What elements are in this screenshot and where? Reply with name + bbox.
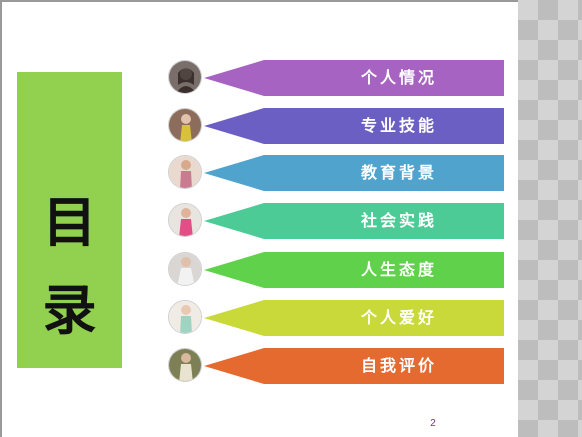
menu-item-label: 个人爱好 [360, 308, 437, 327]
menu-item-3[interactable]: 社会实践 [168, 203, 504, 239]
menu-item-2[interactable]: 教育背景 [168, 155, 504, 191]
menu-item-label: 社会实践 [360, 211, 437, 230]
profile-photo-icon [168, 155, 202, 189]
menu-item-banner: 个人情况 [204, 60, 504, 96]
profile-photo-icon [168, 300, 202, 334]
menu-item-label: 教育背景 [360, 163, 437, 182]
title-char-1: 目 [42, 190, 97, 254]
profile-photo-icon [168, 203, 202, 237]
menu-item-label: 自我评价 [360, 356, 437, 375]
menu-item-banner: 自我评价 [204, 348, 504, 384]
profile-photo-icon [168, 252, 202, 286]
title-char-2: 录 [42, 278, 97, 342]
slide-border-left [0, 0, 2, 437]
menu-item-1[interactable]: 专业技能 [168, 108, 504, 144]
menu-item-label: 专业技能 [360, 116, 437, 135]
menu-item-banner: 社会实践 [204, 203, 504, 239]
title-panel: 目 录 [17, 72, 122, 368]
menu-item-5[interactable]: 个人爱好 [168, 300, 504, 336]
menu-item-0[interactable]: 个人情况 [168, 60, 504, 96]
menu-item-label: 个人情况 [360, 68, 437, 87]
menu-item-banner: 人生态度 [204, 252, 504, 288]
menu-item-banner: 教育背景 [204, 155, 504, 191]
menu-item-6[interactable]: 自我评价 [168, 348, 504, 384]
page-number: 2 [430, 418, 436, 429]
menu-item-label: 人生态度 [360, 260, 437, 279]
menu-item-banner: 专业技能 [204, 108, 504, 144]
profile-photo-icon [168, 60, 202, 94]
profile-photo-icon [168, 348, 202, 382]
menu-item-banner: 个人爱好 [204, 300, 504, 336]
menu-item-4[interactable]: 人生态度 [168, 252, 504, 288]
slide-border-top [0, 0, 518, 2]
profile-photo-icon [168, 108, 202, 142]
decorative-pattern [518, 0, 582, 437]
